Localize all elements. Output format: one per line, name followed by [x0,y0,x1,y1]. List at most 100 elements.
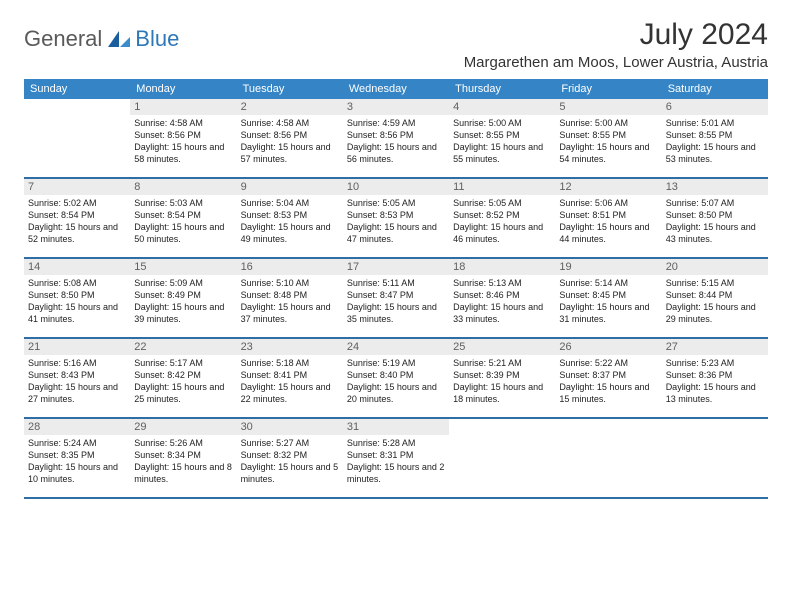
dow-friday: Friday [555,79,661,99]
day-number: 27 [662,339,768,355]
sunset-line: Sunset: 8:46 PM [453,289,551,301]
day-cell: 9Sunrise: 5:04 AMSunset: 8:53 PMDaylight… [237,179,343,257]
sunrise-line: Sunrise: 5:00 AM [559,117,657,129]
sunrise-line: Sunrise: 4:59 AM [347,117,445,129]
daylight-line: Daylight: 15 hours and 57 minutes. [241,141,339,165]
day-cell: 21Sunrise: 5:16 AMSunset: 8:43 PMDayligh… [24,339,130,417]
title-block: July 2024 Margarethen am Moos, Lower Aus… [464,18,768,71]
day-cell: 26Sunrise: 5:22 AMSunset: 8:37 PMDayligh… [555,339,661,417]
day-number: 30 [237,419,343,435]
daylight-line: Daylight: 15 hours and 35 minutes. [347,301,445,325]
daylight-line: Daylight: 15 hours and 47 minutes. [347,221,445,245]
day-number: 7 [24,179,130,195]
day-number: 23 [237,339,343,355]
sunrise-line: Sunrise: 5:22 AM [559,357,657,369]
dow-tuesday: Tuesday [237,79,343,99]
sunset-line: Sunset: 8:56 PM [347,129,445,141]
sunrise-line: Sunrise: 5:13 AM [453,277,551,289]
sunset-line: Sunset: 8:50 PM [28,289,126,301]
logo-text-blue: Blue [135,26,179,52]
day-number: 8 [130,179,236,195]
day-cell: 4Sunrise: 5:00 AMSunset: 8:55 PMDaylight… [449,99,555,177]
day-number: 9 [237,179,343,195]
day-of-week-header: Sunday Monday Tuesday Wednesday Thursday… [24,79,768,99]
daylight-line: Daylight: 15 hours and 50 minutes. [134,221,232,245]
daylight-line: Daylight: 15 hours and 15 minutes. [559,381,657,405]
day-cell: 5Sunrise: 5:00 AMSunset: 8:55 PMDaylight… [555,99,661,177]
sunrise-line: Sunrise: 5:19 AM [347,357,445,369]
day-cell: 1Sunrise: 4:58 AMSunset: 8:56 PMDaylight… [130,99,236,177]
day-cell: 13Sunrise: 5:07 AMSunset: 8:50 PMDayligh… [662,179,768,257]
day-cell [24,99,130,177]
sunset-line: Sunset: 8:44 PM [666,289,764,301]
day-cell [449,419,555,497]
day-number: 25 [449,339,555,355]
day-cell: 22Sunrise: 5:17 AMSunset: 8:42 PMDayligh… [130,339,236,417]
day-number: 11 [449,179,555,195]
daylight-line: Daylight: 15 hours and 8 minutes. [134,461,232,485]
sunrise-line: Sunrise: 5:21 AM [453,357,551,369]
sunset-line: Sunset: 8:40 PM [347,369,445,381]
sunset-line: Sunset: 8:54 PM [28,209,126,221]
daylight-line: Daylight: 15 hours and 31 minutes. [559,301,657,325]
sunset-line: Sunset: 8:37 PM [559,369,657,381]
day-number: 19 [555,259,661,275]
logo-text-general: General [24,26,102,52]
day-cell: 2Sunrise: 4:58 AMSunset: 8:56 PMDaylight… [237,99,343,177]
daylight-line: Daylight: 15 hours and 39 minutes. [134,301,232,325]
daylight-line: Daylight: 15 hours and 58 minutes. [134,141,232,165]
week-row: 7Sunrise: 5:02 AMSunset: 8:54 PMDaylight… [24,179,768,259]
sunrise-line: Sunrise: 5:23 AM [666,357,764,369]
day-number: 28 [24,419,130,435]
daylight-line: Daylight: 15 hours and 55 minutes. [453,141,551,165]
day-number: 2 [237,99,343,115]
day-cell: 25Sunrise: 5:21 AMSunset: 8:39 PMDayligh… [449,339,555,417]
sunrise-line: Sunrise: 5:09 AM [134,277,232,289]
day-number: 31 [343,419,449,435]
daylight-line: Daylight: 15 hours and 53 minutes. [666,141,764,165]
sunset-line: Sunset: 8:53 PM [241,209,339,221]
day-number: 12 [555,179,661,195]
sunset-line: Sunset: 8:39 PM [453,369,551,381]
day-cell: 31Sunrise: 5:28 AMSunset: 8:31 PMDayligh… [343,419,449,497]
daylight-line: Daylight: 15 hours and 44 minutes. [559,221,657,245]
sunrise-line: Sunrise: 5:03 AM [134,197,232,209]
day-cell: 28Sunrise: 5:24 AMSunset: 8:35 PMDayligh… [24,419,130,497]
sunrise-line: Sunrise: 5:07 AM [666,197,764,209]
sunrise-line: Sunrise: 5:27 AM [241,437,339,449]
page-header: General Blue July 2024 Margarethen am Mo… [24,18,768,71]
dow-wednesday: Wednesday [343,79,449,99]
daylight-line: Daylight: 15 hours and 52 minutes. [28,221,126,245]
sunrise-line: Sunrise: 5:02 AM [28,197,126,209]
sunrise-line: Sunrise: 5:08 AM [28,277,126,289]
dow-saturday: Saturday [662,79,768,99]
sunrise-line: Sunrise: 5:17 AM [134,357,232,369]
dow-thursday: Thursday [449,79,555,99]
sunset-line: Sunset: 8:52 PM [453,209,551,221]
day-cell: 10Sunrise: 5:05 AMSunset: 8:53 PMDayligh… [343,179,449,257]
daylight-line: Daylight: 15 hours and 41 minutes. [28,301,126,325]
day-cell: 23Sunrise: 5:18 AMSunset: 8:41 PMDayligh… [237,339,343,417]
day-number: 29 [130,419,236,435]
week-row: 28Sunrise: 5:24 AMSunset: 8:35 PMDayligh… [24,419,768,499]
day-cell: 7 Sunrise: 5:02 AMSunset: 8:54 PMDaylight… [24,179,130,257]
day-number: 18 [449,259,555,275]
day-cell: 12Sunrise: 5:06 AMSunset: 8:51 PMDayligh… [555,179,661,257]
location-subtitle: Margarethen am Moos, Lower Austria, Aust… [464,54,768,71]
sunset-line: Sunset: 8:42 PM [134,369,232,381]
sunset-line: Sunset: 8:53 PM [347,209,445,221]
day-number: 15 [130,259,236,275]
daylight-line: Daylight: 15 hours and 5 minutes. [241,461,339,485]
sunrise-line: Sunrise: 5:11 AM [347,277,445,289]
sunset-line: Sunset: 8:56 PM [241,129,339,141]
day-cell: 15 Sunrise: 5:09 AMSunset: 8:49 PMDayligh… [130,259,236,337]
sunset-line: Sunset: 8:49 PM [134,289,232,301]
daylight-line: Daylight: 15 hours and 25 minutes. [134,381,232,405]
sunset-line: Sunset: 8:47 PM [347,289,445,301]
day-cell: 16Sunrise: 5:10 AMSunset: 8:48 PMDayligh… [237,259,343,337]
sunrise-line: Sunrise: 4:58 AM [134,117,232,129]
daylight-line: Daylight: 15 hours and 54 minutes. [559,141,657,165]
week-row: 21Sunrise: 5:16 AMSunset: 8:43 PMDayligh… [24,339,768,419]
daylight-line: Daylight: 15 hours and 2 minutes. [347,461,445,485]
day-number: 3 [343,99,449,115]
